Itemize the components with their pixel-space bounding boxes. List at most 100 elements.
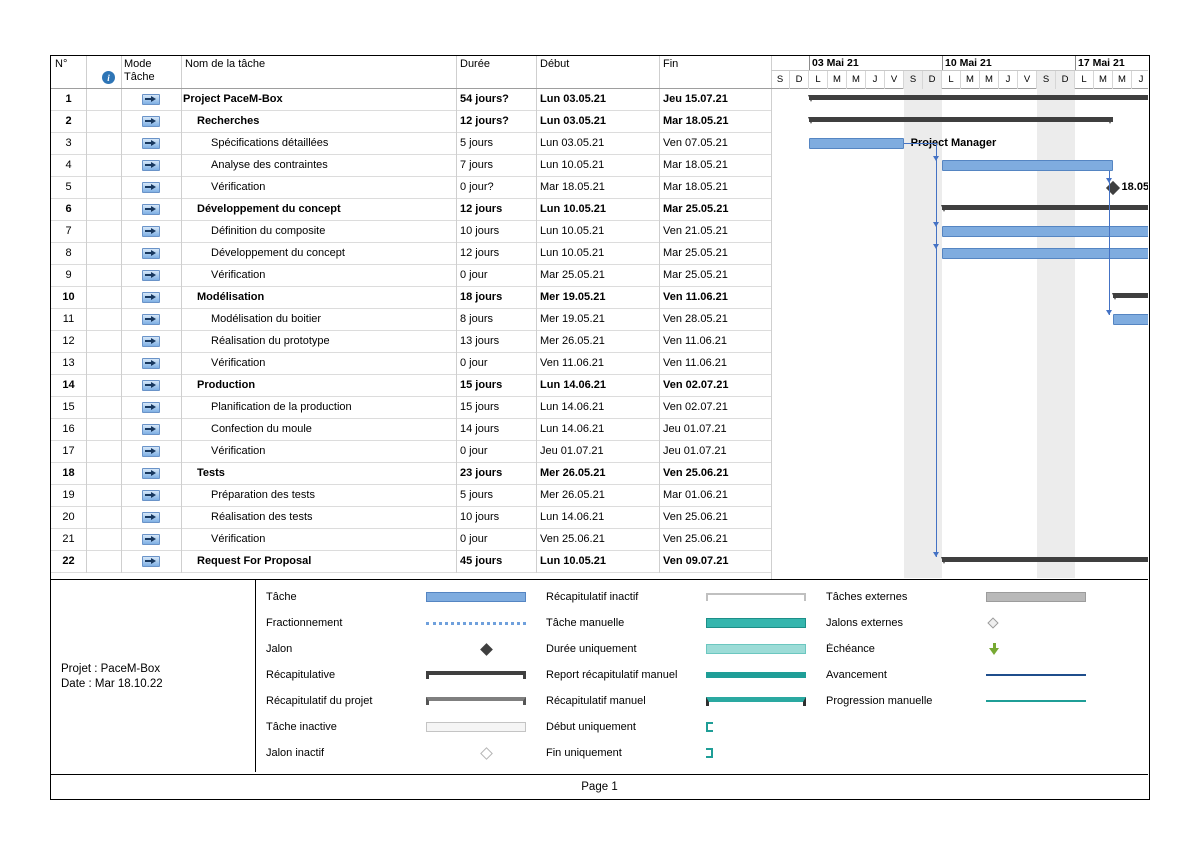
task-name-cell[interactable]: Spécifications détaillées (211, 137, 329, 149)
task-start-cell[interactable]: Mer 26.05.21 (540, 335, 605, 347)
task-id-cell[interactable]: 14 (62, 379, 75, 391)
task-info-cell[interactable] (86, 133, 121, 154)
task-mode-cell[interactable] (121, 485, 181, 506)
task-id-cell[interactable]: 17 (62, 445, 75, 457)
task-id-cell[interactable]: 3 (65, 137, 72, 149)
task-id-cell[interactable]: 15 (62, 401, 75, 413)
task-mode-cell[interactable] (121, 463, 181, 484)
task-duration-cell[interactable]: 23 jours (460, 467, 503, 479)
task-row[interactable]: 10 Modélisation 18 jours Mer 19.05.21 Ven 11… (51, 287, 771, 309)
task-mode-cell[interactable] (121, 155, 181, 176)
task-info-cell[interactable] (86, 111, 121, 132)
task-row[interactable]: 5 Vérification 0 jour? Mar 18.05.21 Mar 18.0… (51, 177, 771, 199)
task-name-cell[interactable]: Confection du moule (211, 423, 312, 435)
task-duration-cell[interactable]: 15 jours (460, 401, 500, 413)
col-header-mode[interactable]: Mode Tâche (124, 58, 155, 83)
task-mode-cell[interactable] (121, 397, 181, 418)
task-start-cell[interactable]: Lun 10.05.21 (540, 555, 607, 567)
task-mode-cell[interactable] (121, 353, 181, 374)
summary-bar[interactable] (942, 205, 1148, 210)
task-id-cell[interactable]: 6 (65, 203, 72, 215)
task-info-cell[interactable] (86, 199, 121, 220)
task-name-cell[interactable]: Vérification (211, 445, 266, 457)
task-row[interactable]: 14 Production 15 jours Lun 14.06.21 Ven 02.0… (51, 375, 771, 397)
task-name-cell[interactable]: Production (197, 379, 256, 391)
task-name-cell[interactable]: Définition du composite (211, 225, 326, 237)
task-name-cell[interactable]: Vérification (211, 357, 266, 369)
task-mode-cell[interactable] (121, 375, 181, 396)
task-finish-cell[interactable]: Ven 11.06.21 (663, 335, 728, 347)
task-start-cell[interactable]: Lun 14.06.21 (540, 423, 605, 435)
task-start-cell[interactable]: Lun 10.05.21 (540, 225, 605, 237)
task-finish-cell[interactable]: Mar 25.05.21 (663, 203, 729, 215)
task-row[interactable]: 22 Request For Proposal 45 jours Lun 10.05.… (51, 551, 771, 573)
task-name-cell[interactable]: Développement du concept (197, 203, 341, 215)
task-info-cell[interactable] (86, 221, 121, 242)
task-duration-cell[interactable]: 5 jours (460, 137, 494, 149)
task-duration-cell[interactable]: 10 jours (460, 511, 500, 523)
task-mode-cell[interactable] (121, 89, 181, 110)
task-name-cell[interactable]: Analyse des contraintes (211, 159, 328, 171)
task-row[interactable]: 6 Développement du concept 12 jours Lun 10.… (51, 199, 771, 221)
col-header-duration[interactable]: Durée (460, 58, 490, 70)
task-start-cell[interactable]: Jeu 01.07.21 (540, 445, 604, 457)
task-duration-cell[interactable]: 0 jour (460, 357, 488, 369)
task-id-cell[interactable]: 9 (65, 269, 72, 281)
task-info-cell[interactable] (86, 463, 121, 484)
task-id-cell[interactable]: 22 (62, 555, 75, 567)
task-finish-cell[interactable]: Ven 09.07.21 (663, 555, 729, 567)
task-finish-cell[interactable]: Ven 28.05.21 (663, 313, 728, 325)
task-info-cell[interactable] (86, 485, 121, 506)
task-start-cell[interactable]: Mer 19.05.21 (540, 291, 606, 303)
task-mode-cell[interactable] (121, 309, 181, 330)
task-finish-cell[interactable]: Ven 11.06.21 (663, 357, 728, 369)
task-row[interactable]: 18 Tests 23 jours Mer 26.05.21 Ven 25.06.21 (51, 463, 771, 485)
task-name-cell[interactable]: Modélisation du boitier (211, 313, 322, 325)
task-mode-cell[interactable] (121, 221, 181, 242)
task-id-cell[interactable]: 7 (65, 225, 72, 237)
task-row[interactable]: 2 Recherches 12 jours? Lun 03.05.21 Mar 18.0… (51, 111, 771, 133)
task-finish-cell[interactable]: Ven 02.07.21 (663, 401, 728, 413)
task-start-cell[interactable]: Lun 10.05.21 (540, 247, 605, 259)
task-mode-cell[interactable] (121, 111, 181, 132)
task-info-cell[interactable] (86, 265, 121, 286)
task-row[interactable]: 20 Réalisation des tests 10 jours Lun 14.06… (51, 507, 771, 529)
task-info-cell[interactable] (86, 353, 121, 374)
task-finish-cell[interactable]: Ven 25.06.21 (663, 467, 729, 479)
task-start-cell[interactable]: Lun 10.05.21 (540, 159, 605, 171)
task-info-cell[interactable] (86, 309, 121, 330)
task-duration-cell[interactable]: 12 jours (460, 247, 500, 259)
task-mode-cell[interactable] (121, 419, 181, 440)
task-id-cell[interactable]: 19 (62, 489, 75, 501)
milestone-diamond[interactable] (1105, 180, 1121, 196)
col-header-finish[interactable]: Fin (663, 58, 679, 70)
task-row[interactable]: 11 Modélisation du boitier 8 jours Mer 19.0… (51, 309, 771, 331)
task-duration-cell[interactable]: 10 jours (460, 225, 500, 237)
task-start-cell[interactable]: Mer 26.05.21 (540, 467, 606, 479)
task-start-cell[interactable]: Lun 03.05.21 (540, 93, 607, 105)
task-duration-cell[interactable]: 0 jour (460, 269, 488, 281)
task-name-cell[interactable]: Préparation des tests (211, 489, 315, 501)
task-name-cell[interactable]: Réalisation du prototype (211, 335, 330, 347)
task-row[interactable]: 21 Vérification 0 jour Ven 25.06.21 Ven 25.0… (51, 529, 771, 551)
task-info-cell[interactable] (86, 507, 121, 528)
task-duration-cell[interactable]: 0 jour? (460, 181, 494, 193)
task-duration-cell[interactable]: 13 jours (460, 335, 500, 347)
task-id-cell[interactable]: 21 (62, 533, 75, 545)
task-row[interactable]: 1 Project PaceM-Box 54 jours? Lun 03.05.21 J… (51, 89, 771, 111)
task-finish-cell[interactable]: Jeu 01.07.21 (663, 423, 727, 435)
task-name-cell[interactable]: Tests (197, 467, 225, 479)
task-row[interactable]: 4 Analyse des contraintes 7 jours Lun 10.05… (51, 155, 771, 177)
task-duration-cell[interactable]: 15 jours (460, 379, 503, 391)
task-name-cell[interactable]: Project PaceM-Box (183, 93, 283, 105)
task-row[interactable]: 12 Réalisation du prototype 13 jours Mer 26… (51, 331, 771, 353)
task-info-cell[interactable] (86, 177, 121, 198)
task-name-cell[interactable]: Request For Proposal (197, 555, 312, 567)
task-finish-cell[interactable]: Ven 25.06.21 (663, 511, 728, 523)
task-name-cell[interactable]: Vérification (211, 181, 266, 193)
summary-bar[interactable] (809, 117, 1113, 122)
task-id-cell[interactable]: 16 (62, 423, 75, 435)
task-mode-cell[interactable] (121, 331, 181, 352)
task-finish-cell[interactable]: Mar 18.05.21 (663, 115, 729, 127)
task-row[interactable]: 16 Confection du moule 14 jours Lun 14.06.2… (51, 419, 771, 441)
